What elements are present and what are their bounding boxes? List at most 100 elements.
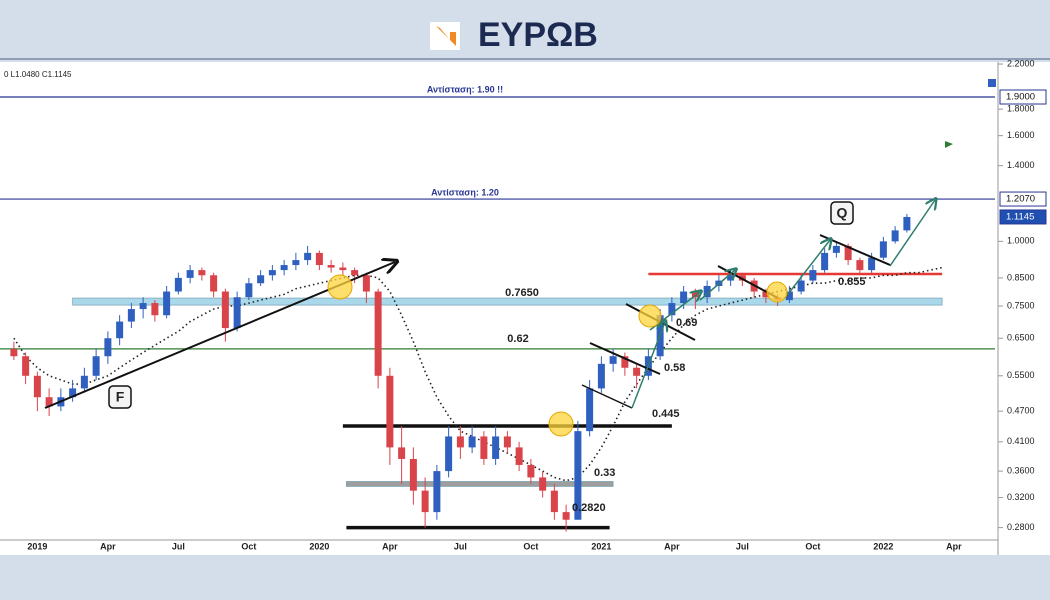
callout-box (830, 201, 854, 225)
candle-body (69, 388, 77, 398)
candle-body (574, 431, 582, 520)
candle-body (868, 257, 876, 271)
candle-body (174, 277, 182, 292)
candle-body (456, 436, 464, 448)
candle-body (304, 252, 312, 261)
price-label: 1.9000 (1006, 92, 1035, 103)
highlight (548, 411, 574, 437)
annotation: 0.62 (507, 333, 528, 345)
y-tick-label: 0.5500 (1007, 370, 1035, 380)
flag (945, 141, 953, 148)
candle-body (22, 356, 30, 376)
candle-body (832, 245, 840, 253)
x-tick-label: Apr (382, 541, 398, 551)
candle-body (210, 275, 218, 292)
trend-line (589, 342, 661, 375)
annotation: Αντίσταση: 1.90 !! (427, 84, 503, 94)
x-tick-label: 2021 (591, 541, 611, 551)
x-tick-label: Apr (100, 541, 116, 551)
candle-body (351, 270, 359, 276)
y-tick-label: 1.4000 (1007, 160, 1035, 170)
candle-body (492, 436, 500, 459)
candle-body (92, 356, 100, 376)
candle-body (80, 375, 88, 389)
y-tick-label: 1.0000 (1007, 236, 1035, 246)
moving-average (13, 266, 943, 482)
candle-body (221, 291, 229, 329)
candle-body (245, 283, 253, 298)
candle-body (539, 477, 547, 491)
y-tick-label: 1.6000 (1007, 130, 1035, 140)
candle-body (268, 270, 276, 276)
candle-body (327, 265, 335, 268)
x-tick-label: Jul (172, 541, 185, 551)
candle-body (421, 490, 429, 513)
x-tick-label: Apr (664, 541, 680, 551)
highlight (638, 304, 662, 328)
path-arrow (631, 322, 665, 409)
x-tick-label: Jul (454, 541, 467, 551)
annotation: 0.445 (652, 408, 680, 420)
annotation: 0.58 (664, 362, 685, 374)
price-label: 1.2070 (1006, 194, 1035, 205)
candle-body (633, 367, 641, 376)
candle-body (609, 356, 617, 364)
y-tick-label: 0.7500 (1007, 300, 1035, 310)
path-arrow (889, 200, 935, 267)
candle-body (527, 464, 535, 478)
logo: EYPΩB (430, 16, 598, 54)
drawings (44, 79, 996, 437)
candle-body (386, 375, 394, 448)
x-tick-label: Oct (805, 541, 820, 551)
candle-body (151, 303, 159, 316)
x-tick-label: 2019 (27, 541, 47, 551)
candle-body (33, 375, 41, 398)
candle-body (621, 356, 629, 368)
candle-body (445, 436, 453, 472)
x-tick-label: 2020 (309, 541, 329, 551)
candle-body (844, 245, 852, 261)
candle-body (809, 270, 817, 281)
candle-body (503, 436, 511, 448)
candle-body (586, 388, 594, 432)
candle-body (280, 265, 288, 271)
candle-body (433, 471, 441, 513)
annotation: Αντίσταση: 1.20 (431, 187, 499, 197)
trend-line (581, 384, 633, 409)
level-band (345, 481, 614, 487)
candle-body (127, 309, 135, 322)
candle-body (821, 252, 829, 271)
candle-body (116, 321, 124, 339)
candle-body (515, 447, 523, 465)
candle-body (879, 241, 887, 258)
candle-body (409, 458, 417, 491)
path-arrow (784, 240, 830, 299)
annotation: 0.2820 (572, 502, 606, 514)
y-tick-label: 1.8000 (1007, 104, 1035, 114)
level-band (72, 297, 943, 306)
candle-body (703, 285, 711, 298)
x-tick-label: Oct (241, 541, 256, 551)
x-tick-label: 2022 (873, 541, 893, 551)
y-tick-label: 0.4700 (1007, 406, 1035, 416)
candle-body (797, 280, 805, 292)
price-label: 1.1145 (1006, 211, 1034, 222)
annotation: 0.7650 (505, 287, 539, 299)
x-tick-label: Oct (523, 541, 538, 551)
candle-body (257, 275, 265, 284)
info-icon (988, 79, 996, 87)
candle-body (480, 436, 488, 459)
candle-body (10, 348, 18, 357)
candle-body (891, 230, 899, 242)
y-tick-label: 0.8500 (1007, 272, 1035, 282)
x-tick-label: Jul (736, 541, 749, 551)
candle-body (550, 490, 558, 513)
y-tick-label: 0.3200 (1007, 492, 1035, 502)
candle-body (398, 447, 406, 459)
highlight (327, 274, 353, 300)
ohlc-header: 0 L1.0480 C1.1145 (4, 70, 72, 79)
candle-body (163, 291, 171, 316)
price-label-box (999, 191, 1047, 207)
candle-body (233, 297, 241, 329)
